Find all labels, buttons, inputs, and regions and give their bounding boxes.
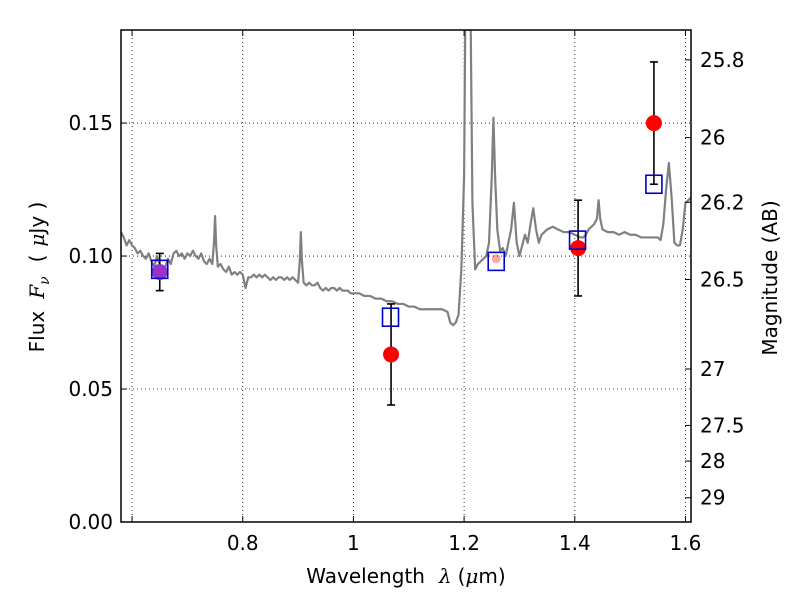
x-tick-label-1: 0.8: [227, 531, 259, 555]
y-tick-label-2: 0.10: [68, 244, 113, 268]
model-point-0: [150, 259, 169, 280]
y-tick-labels: 0.00 0.05 0.10 0.15: [68, 111, 113, 534]
observed-point-3: [570, 240, 587, 257]
y-axis-label: FluxFν(μJy ): [25, 202, 53, 353]
y2-tick-label-6: 28: [700, 449, 725, 473]
y2-tick-label-4: 27: [700, 357, 725, 381]
model-point-3: [568, 230, 587, 250]
y2-tick-labels: 25.8 26 26.2 26.5 27 27.5 28 29: [700, 48, 745, 510]
observed-point-4: [645, 115, 662, 132]
error-bars: [155, 61, 658, 406]
x-tick-label-2: 1: [347, 531, 360, 555]
axes-frame: [120, 29, 692, 523]
observed-point-0: [151, 264, 168, 281]
y-tick-label-0: 0.00: [68, 510, 113, 534]
spectrum-line: [121, 30, 691, 327]
x-tick-label-5: 1.6: [670, 531, 702, 555]
model-point-4: [645, 174, 663, 195]
observed-point-2: [491, 254, 501, 264]
y2-tick-label-3: 26.5: [700, 267, 745, 291]
y2-tick-label-2: 26.2: [700, 190, 745, 214]
y2-tick-label-5: 27.5: [700, 413, 745, 437]
model-points: [150, 174, 663, 328]
model-point-2: [487, 251, 506, 272]
grid-lines: [121, 30, 691, 523]
plot-frame: [120, 29, 692, 523]
y2-tick-label-1: 26: [700, 126, 725, 150]
x-tick-label-4: 1.4: [559, 531, 591, 555]
observed-points: [151, 115, 662, 363]
y-tick-label-3: 0.15: [68, 111, 113, 135]
y-tick-label-1: 0.05: [68, 377, 113, 401]
x-tick-labels: 0.8 1 1.2 1.4 1.6: [227, 531, 702, 555]
x-tick-label-3: 1.2: [448, 531, 480, 555]
y2-axis-label: Magnitude (AB): [758, 200, 782, 355]
model-point-1: [381, 307, 400, 328]
y2-tick-label-7: 29: [700, 486, 725, 510]
observed-point-1: [383, 346, 400, 363]
y2-tick-label-0: 25.8: [700, 48, 745, 72]
x-axis-label: Wavelength λ (μm): [306, 564, 505, 588]
spectrum-series: [121, 30, 691, 327]
